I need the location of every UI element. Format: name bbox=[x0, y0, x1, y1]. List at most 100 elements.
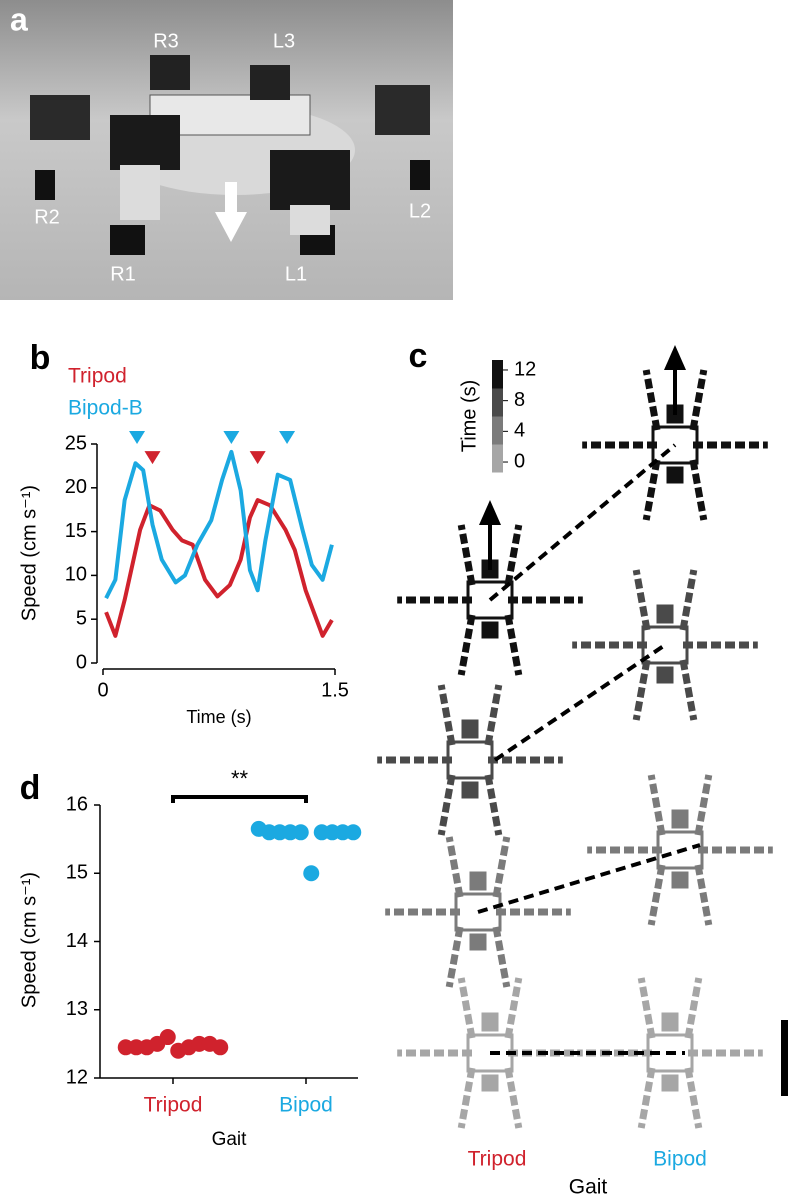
displacement-line bbox=[488, 443, 677, 602]
speed-point bbox=[303, 865, 320, 882]
displacement-line bbox=[477, 843, 701, 914]
robot-leg bbox=[632, 569, 651, 631]
y-tick-label: 10 bbox=[65, 564, 87, 586]
robot-leg bbox=[504, 1067, 523, 1129]
category-label: Bipod bbox=[279, 1094, 333, 1117]
y-tick-label: 14 bbox=[66, 930, 88, 952]
robot-leg bbox=[689, 459, 708, 521]
robot-leg bbox=[679, 659, 698, 721]
y-tick-label: 15 bbox=[65, 520, 87, 542]
speed-point bbox=[292, 824, 309, 841]
leg-label: R3 bbox=[153, 30, 179, 52]
leg-label: L2 bbox=[409, 200, 431, 222]
panel-letter: d bbox=[20, 769, 41, 807]
robot-head bbox=[656, 604, 674, 624]
robot-head bbox=[481, 1012, 499, 1032]
speed-point bbox=[212, 1039, 229, 1056]
robot-body bbox=[446, 740, 494, 780]
displacement-line bbox=[493, 643, 667, 762]
robot-tail bbox=[656, 666, 674, 684]
photo bbox=[0, 0, 453, 300]
robot-silhouette bbox=[582, 369, 768, 521]
colorbar-title: Time (s) bbox=[458, 380, 480, 453]
y-tick-label: 12 bbox=[66, 1066, 88, 1088]
robot-tail bbox=[481, 1074, 499, 1092]
robot-leg bbox=[484, 684, 503, 746]
robot-tail bbox=[481, 621, 499, 639]
robot-tail bbox=[661, 1074, 679, 1092]
robot-leg bbox=[492, 926, 511, 988]
colorbar-tick-label: 8 bbox=[514, 389, 525, 411]
scale-bar bbox=[781, 1020, 788, 1096]
robot-leg bbox=[642, 459, 661, 521]
robot-leg bbox=[504, 614, 523, 676]
robot-tail bbox=[666, 466, 684, 484]
robot-silhouette bbox=[397, 524, 583, 676]
robot-leg bbox=[694, 864, 713, 926]
peak-marker bbox=[249, 451, 266, 465]
speed-line bbox=[104, 449, 334, 600]
robot-leg bbox=[457, 524, 476, 586]
leg-label: L1 bbox=[285, 263, 307, 285]
robot-leg bbox=[679, 569, 698, 631]
robot-silhouette bbox=[572, 569, 758, 721]
robot-leg bbox=[445, 836, 464, 898]
robot-leg bbox=[632, 659, 651, 721]
peak-marker bbox=[144, 451, 161, 465]
robot-leg bbox=[437, 684, 456, 746]
y-tick-label: 16 bbox=[66, 793, 88, 815]
x-axis-label: Time (s) bbox=[186, 707, 251, 727]
colorbar-block bbox=[492, 416, 503, 445]
significance-label: ** bbox=[231, 766, 249, 791]
category-label: Bipod bbox=[653, 1148, 707, 1171]
robot-leg bbox=[647, 774, 666, 836]
robot-silhouette bbox=[577, 977, 763, 1129]
robot-tail bbox=[671, 871, 689, 889]
robot-leg bbox=[689, 369, 708, 431]
colorbar-block bbox=[492, 388, 503, 417]
x-tick-label: 1.5 bbox=[321, 679, 349, 701]
y-tick-label: 15 bbox=[66, 862, 88, 884]
robot-leg bbox=[642, 369, 661, 431]
y-axis-label: Speed (cm s⁻¹) bbox=[18, 485, 40, 621]
heading-arrowhead bbox=[479, 500, 501, 525]
legend-label: Tripod bbox=[68, 365, 127, 388]
y-tick-label: 5 bbox=[76, 607, 87, 629]
category-label: Tripod bbox=[468, 1148, 527, 1171]
speed-point bbox=[159, 1029, 176, 1046]
colorbar-tick-label: 4 bbox=[514, 420, 525, 442]
robot-leg bbox=[504, 524, 523, 586]
panel-letter: c bbox=[409, 337, 428, 375]
category-label: Tripod bbox=[144, 1094, 203, 1117]
y-axis-label: Speed (cm s⁻¹) bbox=[18, 872, 40, 1008]
peak-marker bbox=[223, 430, 240, 444]
legend-label: Bipod-B bbox=[68, 397, 143, 420]
speed-line bbox=[104, 498, 334, 638]
panel-letter: a bbox=[10, 1, 28, 37]
robot-silhouette bbox=[385, 836, 571, 988]
x-axis-label: Gait bbox=[212, 1129, 248, 1150]
robot-leg bbox=[492, 836, 511, 898]
robot-leg bbox=[437, 774, 456, 836]
robot-leg bbox=[445, 926, 464, 988]
robot-leg bbox=[484, 774, 503, 836]
leg-label: L3 bbox=[273, 30, 295, 52]
robot-tail bbox=[469, 933, 487, 951]
speed-point bbox=[345, 824, 362, 841]
heading-arrowhead bbox=[664, 345, 686, 370]
y-tick-label: 13 bbox=[66, 998, 88, 1020]
x-tick-label: 0 bbox=[97, 679, 108, 701]
robot-silhouette bbox=[587, 774, 773, 926]
robot-head bbox=[661, 1012, 679, 1032]
robot-leg bbox=[457, 614, 476, 676]
robot-leg bbox=[457, 977, 476, 1039]
x-axis-label: Gait bbox=[569, 1176, 608, 1199]
y-tick-label: 0 bbox=[76, 651, 87, 673]
robot-leg bbox=[637, 977, 656, 1039]
colorbar-block bbox=[492, 360, 503, 389]
robot-leg bbox=[684, 1067, 703, 1129]
robot-silhouette bbox=[377, 684, 563, 836]
leg-label: R2 bbox=[34, 206, 60, 228]
y-tick-label: 25 bbox=[65, 432, 87, 454]
